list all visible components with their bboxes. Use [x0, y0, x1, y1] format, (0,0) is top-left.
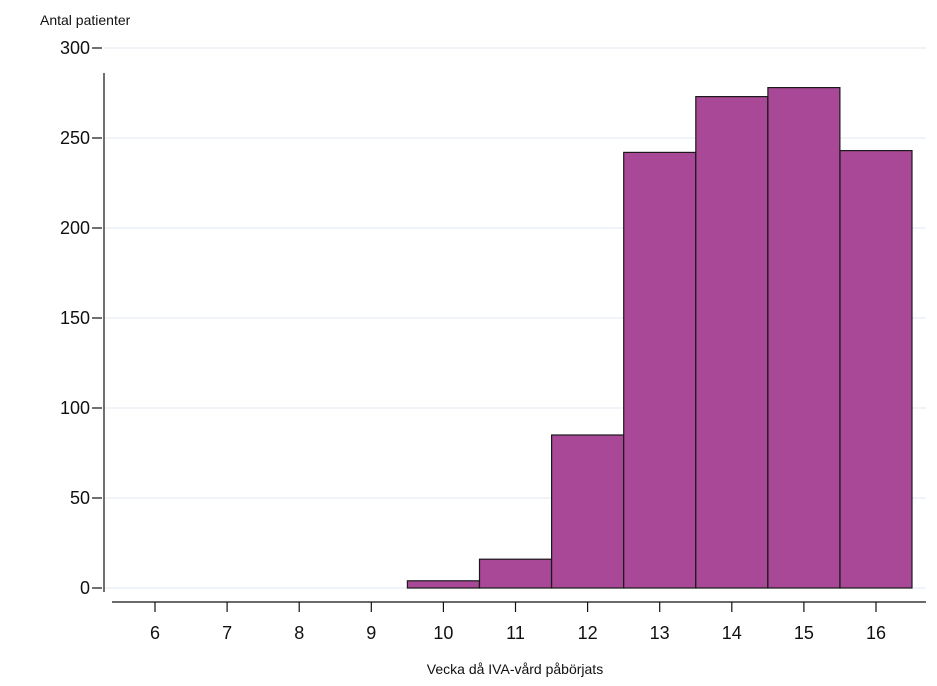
x-tick-label: 14	[722, 623, 742, 643]
x-tick-label: 15	[794, 623, 814, 643]
bar-week-16	[839, 150, 913, 589]
x-tick-label: 6	[150, 623, 160, 643]
y-tick-label: 100	[60, 398, 90, 418]
x-ticks: 6 7 8 9 10 11 12 13 14 15 16	[150, 602, 886, 643]
x-tick-label: 7	[222, 623, 232, 643]
y-tick-label: 150	[60, 308, 90, 328]
bars	[406, 86, 913, 589]
x-tick-label: 10	[433, 623, 453, 643]
x-tick-label: 13	[650, 623, 670, 643]
grid-lines	[104, 47, 926, 589]
x-tick-label: 11	[506, 623, 525, 643]
bar-week-12	[550, 434, 625, 589]
x-tick-label: 16	[866, 623, 886, 643]
y-axis-title: Antal patienter	[40, 12, 131, 28]
y-tick-label: 300	[60, 38, 90, 58]
y-tick-label: 0	[80, 578, 90, 598]
x-axis-title: Vecka då IVA-vård påbörjats	[427, 661, 603, 677]
bar-week-13	[623, 151, 697, 589]
axes	[103, 73, 926, 603]
bar-week-10	[406, 580, 480, 589]
y-tick-label: 250	[60, 128, 90, 148]
x-tick-label: 12	[578, 623, 598, 643]
bar-week-15	[767, 86, 841, 589]
x-tick-label: 8	[294, 623, 304, 643]
bar-week-14	[695, 95, 769, 589]
x-tick-label: 9	[366, 623, 376, 643]
y-tick-label: 50	[70, 488, 90, 508]
y-ticks: 0 50 100 150 200 250 300	[60, 38, 102, 598]
y-tick-label: 200	[60, 218, 90, 238]
bar-week-11	[478, 558, 553, 589]
